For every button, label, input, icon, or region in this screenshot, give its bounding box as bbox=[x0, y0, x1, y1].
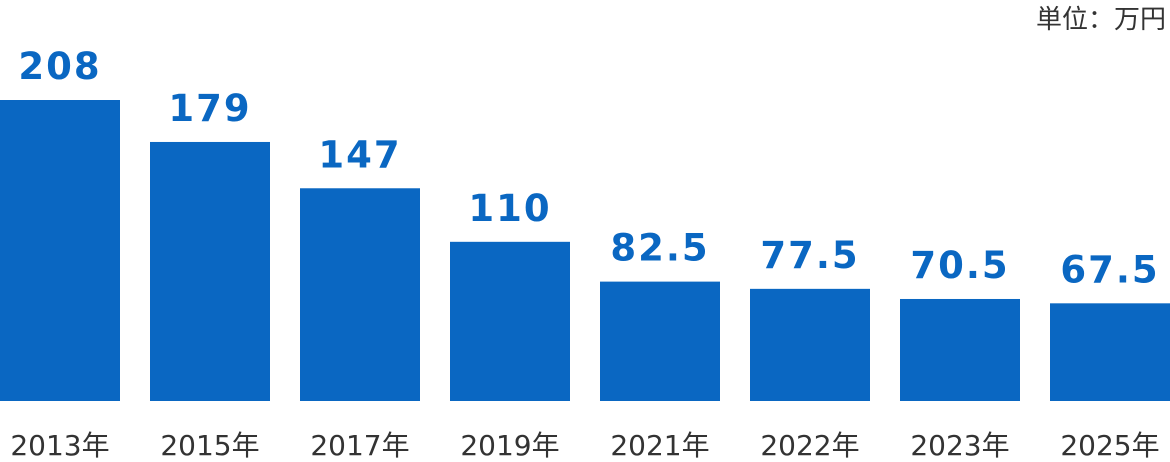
value-label: 82.5 bbox=[610, 227, 709, 270]
value-label: 70.5 bbox=[910, 244, 1009, 287]
bar-2013年 bbox=[0, 100, 120, 401]
bar-2023年 bbox=[900, 298, 1020, 401]
bars-group bbox=[0, 100, 1170, 401]
bar-2015年 bbox=[150, 141, 270, 401]
value-label: 67.5 bbox=[1060, 248, 1159, 291]
value-label: 147 bbox=[318, 133, 401, 176]
value-label: 110 bbox=[468, 187, 551, 230]
category-label: 2017年 bbox=[310, 429, 409, 462]
value-label: 179 bbox=[168, 87, 251, 130]
category-label: 2019年 bbox=[460, 429, 559, 462]
category-label: 2022年 bbox=[760, 429, 859, 462]
category-label: 2023年 bbox=[910, 429, 1009, 462]
category-label: 2013年 bbox=[10, 429, 109, 462]
bar-2021年 bbox=[600, 281, 720, 401]
category-labels-group: 2013年 2015年 2017年 2019年 2021年 2022年 2023年 2025年 bbox=[10, 429, 1159, 462]
category-label: 2025年 bbox=[1060, 429, 1159, 462]
bar-2022年 bbox=[750, 288, 870, 401]
category-label: 2015年 bbox=[160, 429, 259, 462]
unit-label: 単位：万円 bbox=[1036, 5, 1166, 35]
category-label: 2021年 bbox=[610, 429, 709, 462]
value-label: 208 bbox=[18, 45, 101, 88]
value-labels-group: 208 179 147 110 82.5 77.5 70.5 67.5 bbox=[18, 45, 1159, 291]
bar-2017年 bbox=[300, 188, 420, 401]
bar-2019年 bbox=[450, 241, 570, 401]
bar-2025年 bbox=[1050, 303, 1170, 401]
value-label: 77.5 bbox=[760, 234, 859, 277]
